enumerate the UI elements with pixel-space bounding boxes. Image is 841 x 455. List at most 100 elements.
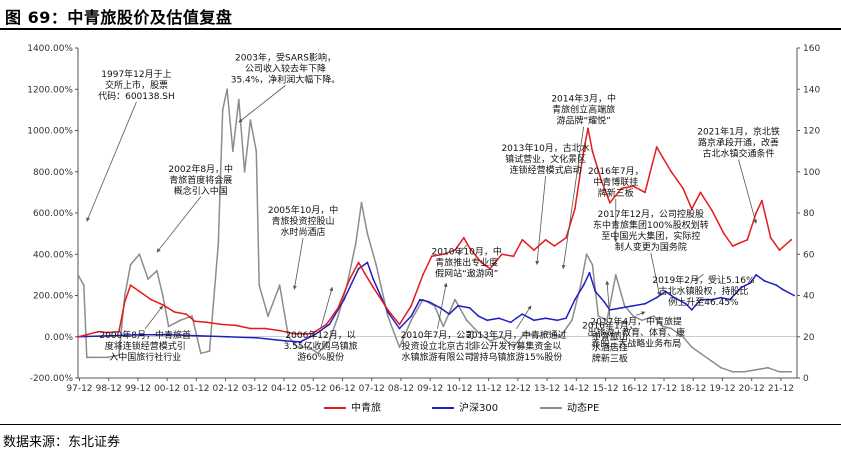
annotation-arrow xyxy=(535,176,547,265)
series-point-0 xyxy=(422,274,424,276)
annotation-text: 2005年10月，中青旅投资控股山水时尚酒店 xyxy=(268,204,338,238)
annotation-text: 2006年12月，以 3.55亿收购乌镇旅游60%股份 xyxy=(284,329,358,363)
series-point-2 xyxy=(489,340,491,342)
y-left-tick-label: 400.00% xyxy=(33,250,73,260)
annotation-line: 牌新三板 xyxy=(592,353,628,365)
series-point-0 xyxy=(454,249,456,252)
series-point-0 xyxy=(533,249,535,252)
series-point-1 xyxy=(427,300,430,303)
x-tick-label: 03-12 xyxy=(242,384,268,394)
series-point-0 xyxy=(711,210,714,212)
series-point-0 xyxy=(386,309,389,311)
annotation-line: 2013年7月，中青旅通过 xyxy=(466,329,567,341)
series-point-1 xyxy=(343,298,345,301)
series-point-2 xyxy=(249,119,252,122)
x-tick-label: 98-12 xyxy=(96,384,122,394)
annotation-line: 2010年10月，中 xyxy=(432,245,502,257)
annotation-line: 养的三大战略业务布局 xyxy=(591,337,681,349)
x-tick-label: 19-12 xyxy=(709,384,735,394)
annotation-line: 青旅投资控股山 xyxy=(272,215,335,227)
series-point-1 xyxy=(582,284,585,287)
series-point-2 xyxy=(226,88,229,91)
series-point-0 xyxy=(544,238,547,241)
series-point-2 xyxy=(766,366,769,369)
series-point-1 xyxy=(284,340,287,342)
x-tick-label: 09-12 xyxy=(417,384,443,394)
title-rule xyxy=(0,28,841,30)
annotation-line: 制人变更为国务院 xyxy=(615,241,687,253)
series-point-2 xyxy=(255,150,258,152)
series-point-1 xyxy=(574,298,576,301)
series-point-1 xyxy=(366,261,369,264)
series-point-0 xyxy=(682,187,684,190)
annotation-line: 公司收入较去年下降 xyxy=(245,62,326,74)
series-point-0 xyxy=(293,332,296,335)
series-point-0 xyxy=(746,238,749,241)
annotation-line: 增持乌镇旅游15%股份 xyxy=(470,351,562,363)
series-point-2 xyxy=(641,319,643,322)
annotation-line: 镇试营业，文化景区 xyxy=(505,153,586,165)
series-point-0 xyxy=(462,236,465,239)
series-point-0 xyxy=(173,311,176,313)
y-right-tick-label: 40 xyxy=(803,292,815,302)
series-point-1 xyxy=(632,304,635,307)
series-point-1 xyxy=(138,333,141,336)
series-point-1 xyxy=(299,341,301,343)
annotation-line: 东中青旅集团100%股权划转 xyxy=(593,219,709,231)
series-point-2 xyxy=(375,263,377,266)
series-point-2 xyxy=(536,335,538,338)
annotation-line: 3.55亿收购乌镇旅 xyxy=(284,340,358,352)
annotation-line: 假网站“遨游网” xyxy=(435,267,498,279)
series-point-2 xyxy=(77,274,79,276)
series-point-2 xyxy=(410,319,413,322)
series-point-2 xyxy=(156,269,158,272)
annotation-text: 2003年，受SARS影响，公司收入较去年下降 35.4%，净利润大幅下降。 xyxy=(231,51,341,85)
annotation-line: 2017年12月，公司控股股 xyxy=(598,208,704,220)
series-point-2 xyxy=(632,315,635,317)
series-point-0 xyxy=(500,253,503,256)
series-point-0 xyxy=(609,201,611,204)
series-point-2 xyxy=(316,352,319,355)
annotation-line: 青旅首度将会展 xyxy=(169,174,232,186)
series-point-2 xyxy=(597,315,600,317)
annotation-line: 路京承段开通，改善 xyxy=(698,137,779,149)
series-point-1 xyxy=(509,321,512,324)
annotation-arrow xyxy=(86,101,137,222)
annotation-line: 入中国旅行社行业 xyxy=(109,351,181,363)
annotation-arrow xyxy=(320,286,334,329)
y-right-tick-label: 20 xyxy=(803,333,815,343)
series-point-1 xyxy=(690,309,693,311)
series-point-0 xyxy=(480,261,483,264)
annotation-line: 连锁经营模式启动 xyxy=(510,164,582,176)
annotation-arrow xyxy=(238,85,286,123)
annotation-line: 水酒店挂 xyxy=(592,342,628,354)
y-right-tick-label: 100 xyxy=(803,168,820,178)
series-point-1 xyxy=(793,294,795,297)
series-point-0 xyxy=(410,304,413,307)
annotation-line: 水镇旅游有限公司 xyxy=(401,351,473,363)
series-point-0 xyxy=(85,333,88,336)
annotation-line: 青旅推出专业度 xyxy=(435,256,498,268)
series-point-0 xyxy=(325,323,328,326)
y-left-tick-label: 800.00% xyxy=(33,168,73,178)
series-point-2 xyxy=(147,278,150,280)
x-tick-label: 12-12 xyxy=(505,384,531,394)
source-rule xyxy=(0,424,841,425)
annotation-line: 2014年3月，中 xyxy=(551,93,616,105)
chart-annotations: 1997年12月于上交所上市，股票代码：600138.SH2002年8月，中青旅… xyxy=(86,51,780,365)
chart-axes: -200.00% 0.00% 200.00% 400.00% 600.00% 800.00… xyxy=(27,44,820,394)
series-point-1 xyxy=(655,296,658,299)
series-point-0 xyxy=(565,236,567,239)
x-tick-label: 18-12 xyxy=(680,384,706,394)
series-point-2 xyxy=(123,294,126,297)
series-point-0 xyxy=(512,255,515,258)
series-point-1 xyxy=(498,317,500,320)
annotation-arrow xyxy=(457,244,468,255)
x-tick-label: 17-12 xyxy=(651,384,677,394)
series-point-1 xyxy=(720,296,722,299)
x-tick-label: 06-12 xyxy=(329,384,355,394)
series-point-0 xyxy=(161,303,164,306)
series-point-1 xyxy=(644,302,646,305)
series-point-1 xyxy=(664,290,667,293)
annotation-arrow xyxy=(650,253,661,296)
